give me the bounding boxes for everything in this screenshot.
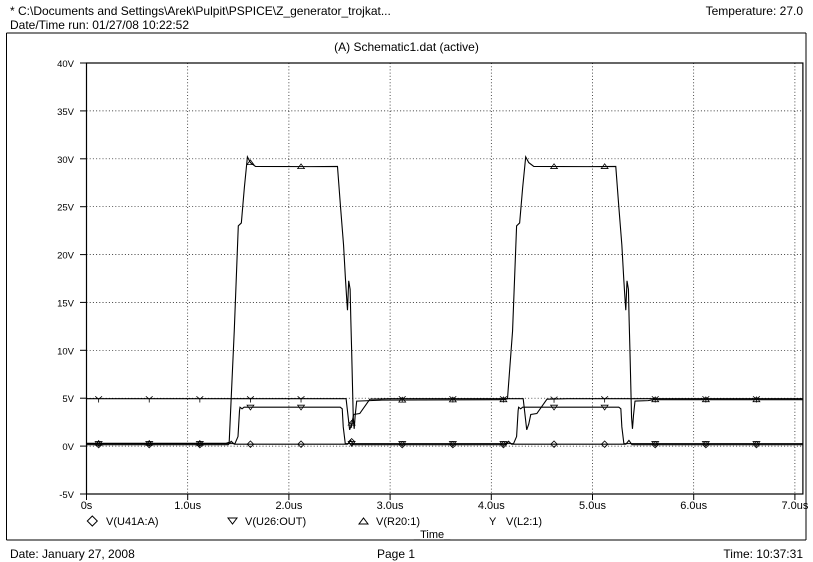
svg-text:V(R20:1): V(R20:1) [376, 516, 420, 528]
svg-text:_Time_: _Time_ [413, 529, 451, 541]
svg-text:V(U41A:A): V(U41A:A) [106, 516, 159, 528]
svg-text:Y: Y [489, 516, 497, 528]
svg-text:V(U26:OUT): V(U26:OUT) [245, 516, 306, 528]
svg-text:V(L2:1): V(L2:1) [506, 516, 542, 528]
